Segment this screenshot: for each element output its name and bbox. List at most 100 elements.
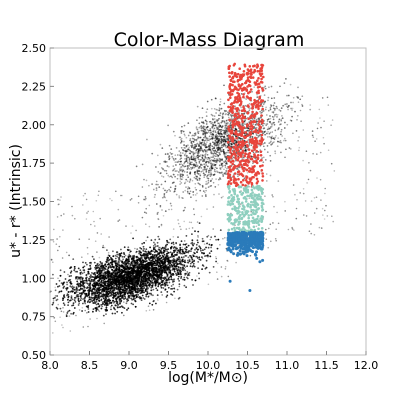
data-point	[166, 294, 169, 297]
data-point	[50, 258, 53, 261]
data-point	[156, 276, 159, 279]
data-point	[78, 292, 81, 295]
data-point	[133, 286, 135, 289]
data-point	[166, 275, 169, 278]
data-point	[196, 105, 199, 108]
data-point	[67, 304, 69, 306]
data-point	[190, 256, 193, 259]
data-point	[194, 170, 196, 173]
data-point	[67, 295, 70, 298]
data-point	[117, 293, 120, 295]
data-point	[210, 236, 213, 239]
data-point	[137, 262, 140, 264]
data-point	[209, 167, 211, 170]
data-point	[153, 300, 155, 302]
data-point	[86, 289, 89, 292]
data-point	[124, 268, 126, 271]
data-point	[189, 265, 192, 268]
data-point	[132, 264, 135, 267]
data-point	[153, 254, 156, 256]
data-point	[158, 282, 161, 285]
data-point	[121, 268, 123, 271]
scatter-points	[49, 62, 336, 334]
data-point	[193, 265, 196, 268]
data-point	[180, 132, 183, 134]
data-point	[106, 271, 109, 273]
data-point	[174, 253, 176, 256]
data-point	[115, 260, 117, 262]
data-point	[172, 283, 175, 286]
data-point	[113, 270, 115, 272]
data-point	[163, 194, 166, 196]
data-point	[206, 254, 209, 257]
data-point	[169, 251, 172, 254]
data-point	[102, 288, 105, 290]
data-point	[152, 270, 155, 272]
data-point	[121, 275, 123, 278]
data-point	[87, 311, 90, 313]
data-point	[69, 279, 72, 281]
data-point	[77, 295, 79, 298]
data-point	[269, 106, 272, 109]
data-point	[150, 292, 152, 295]
data-point	[63, 271, 66, 273]
data-point	[67, 310, 69, 313]
data-point	[106, 259, 109, 262]
data-point	[88, 291, 91, 293]
data-point	[93, 258, 95, 261]
data-point	[154, 243, 156, 246]
data-point	[143, 275, 146, 278]
data-point	[173, 159, 175, 161]
data-point	[180, 146, 183, 149]
data-point	[180, 270, 182, 273]
data-point	[101, 269, 104, 271]
data-point	[146, 293, 149, 296]
data-point	[123, 307, 126, 309]
data-point	[82, 261, 84, 264]
data-point	[172, 173, 175, 176]
data-point	[174, 185, 177, 187]
data-point	[69, 290, 72, 293]
data-point	[70, 295, 73, 298]
data-point	[68, 309, 71, 312]
data-point	[265, 106, 267, 109]
data-point	[170, 285, 173, 287]
data-point	[168, 281, 171, 284]
data-point	[92, 302, 95, 304]
data-point	[206, 128, 209, 131]
data-point	[106, 256, 109, 259]
data-point	[114, 272, 117, 274]
data-point	[97, 284, 100, 287]
data-point	[103, 270, 106, 272]
data-point	[148, 284, 151, 287]
data-point	[223, 121, 226, 124]
data-point	[182, 243, 185, 246]
data-point	[173, 260, 176, 263]
data-point	[180, 240, 183, 243]
data-point	[263, 148, 266, 151]
data-point	[180, 182, 183, 184]
data-point	[206, 235, 209, 238]
data-point	[163, 253, 166, 256]
data-point	[134, 275, 137, 278]
data-point	[185, 158, 188, 161]
data-point	[183, 256, 185, 258]
data-point	[146, 255, 149, 257]
data-point	[179, 266, 182, 269]
data-point	[172, 243, 175, 246]
data-point	[159, 255, 162, 257]
data-point	[108, 283, 111, 286]
data-point	[87, 270, 90, 273]
data-point	[141, 290, 144, 292]
data-point	[192, 284, 194, 286]
data-point	[118, 262, 120, 264]
data-point	[155, 302, 157, 305]
data-point	[123, 256, 126, 258]
data-point	[93, 261, 96, 264]
data-point	[75, 291, 77, 294]
data-point	[168, 241, 170, 244]
data-point	[128, 275, 131, 278]
data-point	[190, 247, 193, 250]
data-point	[268, 142, 271, 145]
